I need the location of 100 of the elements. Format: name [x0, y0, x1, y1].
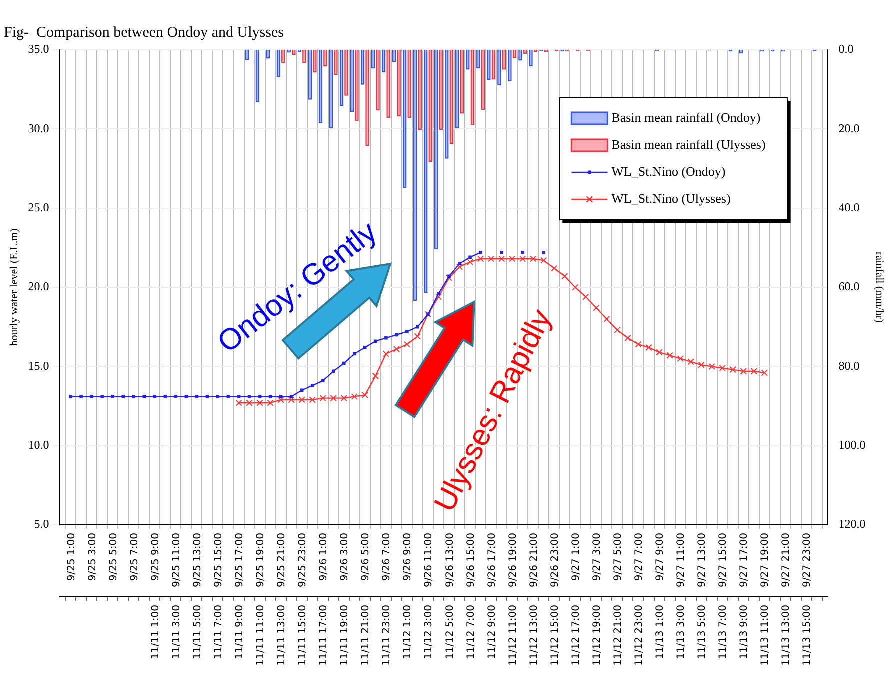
x2-tick-label: 11/11 21:00	[360, 605, 372, 666]
point	[184, 395, 188, 398]
x2-tick-label: 11/13 9:00	[739, 605, 750, 660]
point	[416, 325, 420, 329]
point	[362, 392, 368, 398]
x2-tick-label: 11/12 1:00	[402, 605, 414, 660]
point	[142, 395, 146, 398]
y-tick-label: 35.0	[28, 42, 50, 56]
x-tick-label: 9/26 5:00	[360, 533, 372, 582]
x-tick-label: 9/27 1:00	[570, 533, 582, 582]
point	[69, 395, 72, 398]
x2-tick-label: 11/11 5:00	[192, 605, 204, 660]
point	[330, 395, 337, 402]
x2-tick-label: 11/12 15:00	[550, 605, 561, 666]
x-tick-label: 9/26 11:00	[424, 533, 435, 588]
point	[290, 395, 294, 398]
point	[656, 349, 663, 356]
y-tick-label: 5.0	[34, 517, 50, 532]
x2-tick-label: 11/13 5:00	[697, 605, 708, 660]
x-tick-label: 9/26 15:00	[466, 533, 477, 588]
point	[298, 396, 306, 404]
point	[268, 395, 272, 398]
point	[342, 362, 346, 366]
y2-axis-title: rainfall (mm/hr)	[874, 252, 886, 324]
point	[624, 334, 632, 342]
point	[256, 400, 264, 406]
y-tick-label: 30.0	[28, 121, 50, 136]
point	[279, 395, 283, 398]
point	[111, 395, 114, 398]
point	[688, 358, 694, 366]
point	[382, 350, 390, 358]
point	[500, 251, 504, 254]
x2-tick-label: 11/12 23:00	[634, 605, 645, 666]
point	[80, 395, 83, 398]
point	[435, 294, 442, 300]
point	[604, 316, 610, 322]
point	[509, 256, 516, 262]
point	[340, 395, 348, 402]
legend-label: Basin mean rainfall (Ondoy)	[612, 110, 761, 125]
x-tick-label: 9/25 13:00	[192, 533, 204, 588]
point	[666, 352, 674, 359]
x2-tick-label: 11/13 15:00	[802, 605, 814, 666]
point	[237, 395, 241, 398]
y-tick-label: 20.0	[28, 280, 50, 294]
x-tick-label: 9/27 13:00	[697, 533, 708, 588]
point	[582, 294, 590, 300]
y-axis-title: hourly water level (E.L.m)	[8, 228, 20, 346]
y2-tick-label: 20.0	[838, 121, 860, 136]
point	[466, 258, 474, 266]
legend-label: WL_St.Nino (Ondoy)	[612, 164, 726, 179]
point	[477, 256, 484, 262]
point	[122, 395, 125, 398]
y2-tick-label: 80.0	[838, 358, 860, 373]
x-tick-label: 9/25 17:00	[234, 533, 246, 588]
x-tick-label: 9/27 15:00	[718, 533, 730, 588]
x-tick-label: 9/27 7:00	[634, 533, 645, 582]
x-tick-label: 9/25 15:00	[213, 533, 224, 588]
point	[562, 273, 568, 280]
x-tick-label: 9/27 21:00	[781, 533, 792, 588]
point	[468, 256, 472, 260]
point	[488, 256, 495, 262]
point	[635, 341, 642, 348]
x2-tick-label: 11/11 17:00	[318, 605, 330, 666]
point	[761, 370, 768, 376]
point	[520, 256, 526, 262]
legend-label: Basin mean rainfall (Ulysses)	[612, 136, 766, 152]
x-tick-label: 9/26 13:00	[444, 533, 456, 588]
point	[278, 396, 284, 404]
x-tick-label: 9/26 1:00	[318, 533, 330, 582]
y2-tick-label: 40.0	[838, 200, 860, 214]
point	[206, 395, 210, 398]
point	[153, 395, 157, 398]
x2-tick-label: 11/12 3:00	[424, 605, 435, 660]
x2-tick-label: 11/11 11:00	[256, 605, 267, 666]
x-tick-label: 9/25 9:00	[150, 533, 162, 582]
x2-tick-label: 11/11 23:00	[382, 605, 393, 666]
point	[332, 370, 336, 374]
x2-tick-label: 11/12 11:00	[508, 605, 519, 666]
point	[374, 340, 378, 343]
x-tick-label: 9/26 21:00	[528, 533, 540, 588]
point	[288, 396, 295, 404]
x-tick-label: 9/25 11:00	[171, 533, 182, 588]
point	[226, 395, 230, 398]
x-tick-label: 9/27 23:00	[802, 533, 814, 588]
x2-tick-label: 11/11 7:00	[213, 605, 224, 660]
x-tick-label: 9/27 3:00	[592, 533, 603, 582]
point	[174, 395, 178, 398]
x2-tick-label: 11/12 21:00	[612, 605, 624, 666]
point	[677, 355, 684, 362]
x2-tick-label: 11/11 19:00	[340, 605, 351, 666]
y2-tick-label: 100.0	[838, 438, 866, 452]
x2-tick-label: 11/12 13:00	[528, 605, 540, 666]
x-tick-label: 9/27 9:00	[655, 533, 666, 582]
point	[372, 372, 379, 380]
y2-tick-label: 120.0	[838, 517, 866, 532]
point	[479, 251, 482, 254]
point	[708, 363, 716, 370]
x-tick-label: 9/26 17:00	[486, 533, 498, 588]
x2-tick-label: 11/11 15:00	[298, 605, 309, 666]
y-tick-label: 10.0	[28, 438, 50, 452]
